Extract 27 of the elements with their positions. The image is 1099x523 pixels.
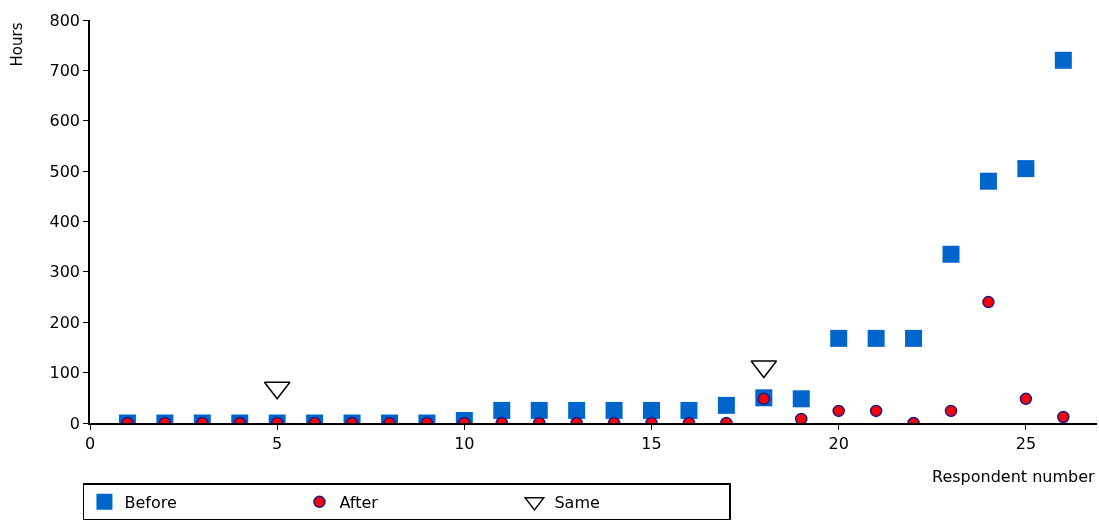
x-tick-label: 15 bbox=[641, 434, 662, 454]
y-axis-title: Hours bbox=[8, 22, 27, 67]
x-tick-label: 0 bbox=[84, 434, 96, 454]
y-tick-label: 0 bbox=[69, 413, 81, 433]
x-tick-label: 10 bbox=[454, 434, 475, 454]
legend-label: Same bbox=[554, 493, 600, 513]
point bbox=[905, 329, 923, 347]
x-axis-title: Respondent number bbox=[932, 467, 1096, 486]
y-tick-label: 300 bbox=[49, 262, 81, 282]
y-tick-label: 200 bbox=[49, 312, 81, 332]
x-tick-label: 5 bbox=[272, 434, 283, 454]
y-tick-label: 400 bbox=[49, 212, 81, 232]
y-tick-label: 600 bbox=[49, 111, 81, 131]
x-tick-label: 20 bbox=[828, 434, 849, 454]
legend-label: After bbox=[339, 493, 379, 513]
y-tick-label: 800 bbox=[49, 10, 81, 30]
y-tick-label: 500 bbox=[49, 161, 81, 181]
point bbox=[1017, 160, 1035, 178]
y-tick-label: 700 bbox=[49, 60, 81, 80]
legend-label: Before bbox=[124, 493, 177, 513]
point bbox=[979, 172, 997, 190]
point bbox=[982, 295, 995, 309]
point bbox=[867, 329, 885, 347]
y-tick-label: 100 bbox=[49, 363, 81, 383]
point bbox=[830, 329, 848, 347]
point bbox=[942, 245, 960, 263]
x-tick-label: 25 bbox=[1015, 434, 1037, 454]
